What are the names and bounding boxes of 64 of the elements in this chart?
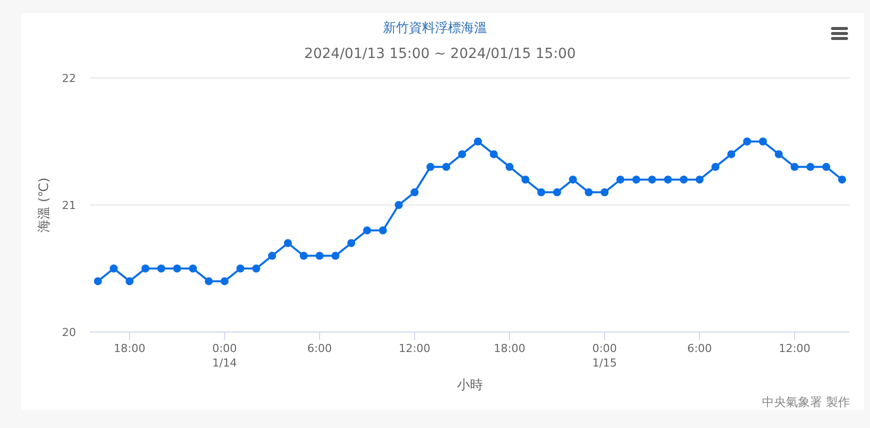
x-tick-label: 0:00 1/14 (212, 342, 237, 370)
x-tick-label: 6:00 (687, 342, 712, 355)
point (743, 138, 752, 146)
point (758, 138, 767, 146)
point (616, 176, 624, 184)
point (790, 162, 799, 171)
point (220, 277, 229, 286)
x-axis-title: 小時 (457, 378, 483, 393)
point (141, 264, 150, 272)
point (126, 277, 134, 286)
x-tick-label: 18:00 (494, 342, 526, 355)
point (506, 162, 514, 171)
y-axis-title: 海溫 (℃) (37, 178, 52, 232)
x-tick-label: 12:00 (398, 342, 430, 355)
point (474, 138, 482, 146)
point (600, 188, 609, 196)
point (774, 150, 783, 158)
point (331, 252, 340, 260)
y-tick-label: 20 (62, 326, 76, 339)
chart-subtitle: 2024/01/13 15:00 ~ 2024/01/15 15:00 (304, 46, 576, 62)
point (648, 176, 656, 184)
point (458, 150, 466, 158)
point (110, 264, 118, 272)
point (157, 264, 166, 272)
point (711, 162, 720, 171)
point (378, 226, 387, 234)
point (632, 176, 640, 184)
y-tick-label: 22 (62, 72, 76, 85)
point (94, 277, 102, 286)
x-tick-label: 6:00 (307, 342, 332, 355)
point (584, 188, 593, 196)
point (347, 239, 356, 248)
chart-title: 新竹資料浮標海溫 (383, 21, 487, 36)
point (363, 226, 372, 234)
point (252, 264, 260, 272)
point (442, 162, 450, 171)
point (236, 264, 244, 272)
point (204, 277, 213, 286)
point (680, 176, 688, 184)
point (537, 188, 546, 196)
point (521, 176, 530, 184)
point (316, 252, 324, 260)
point (173, 264, 182, 272)
x-tick-label: 18:00 (114, 342, 146, 355)
point (664, 176, 672, 184)
point (268, 252, 276, 260)
text: 中央氣象署 製作 (762, 395, 850, 409)
point (284, 239, 292, 248)
point (696, 176, 704, 184)
point (822, 162, 830, 171)
point (490, 150, 498, 158)
point (410, 188, 419, 196)
point (727, 150, 736, 158)
y-tick-label: 21 (62, 199, 76, 212)
point (806, 162, 814, 171)
point (394, 201, 403, 209)
point (568, 176, 577, 184)
x-tick-label: 12:00 (778, 342, 810, 355)
point (553, 188, 562, 196)
point (838, 176, 846, 184)
point (426, 162, 434, 171)
point (300, 252, 308, 260)
x-tick-label: 0:00 1/15 (592, 342, 617, 370)
point (188, 264, 197, 272)
